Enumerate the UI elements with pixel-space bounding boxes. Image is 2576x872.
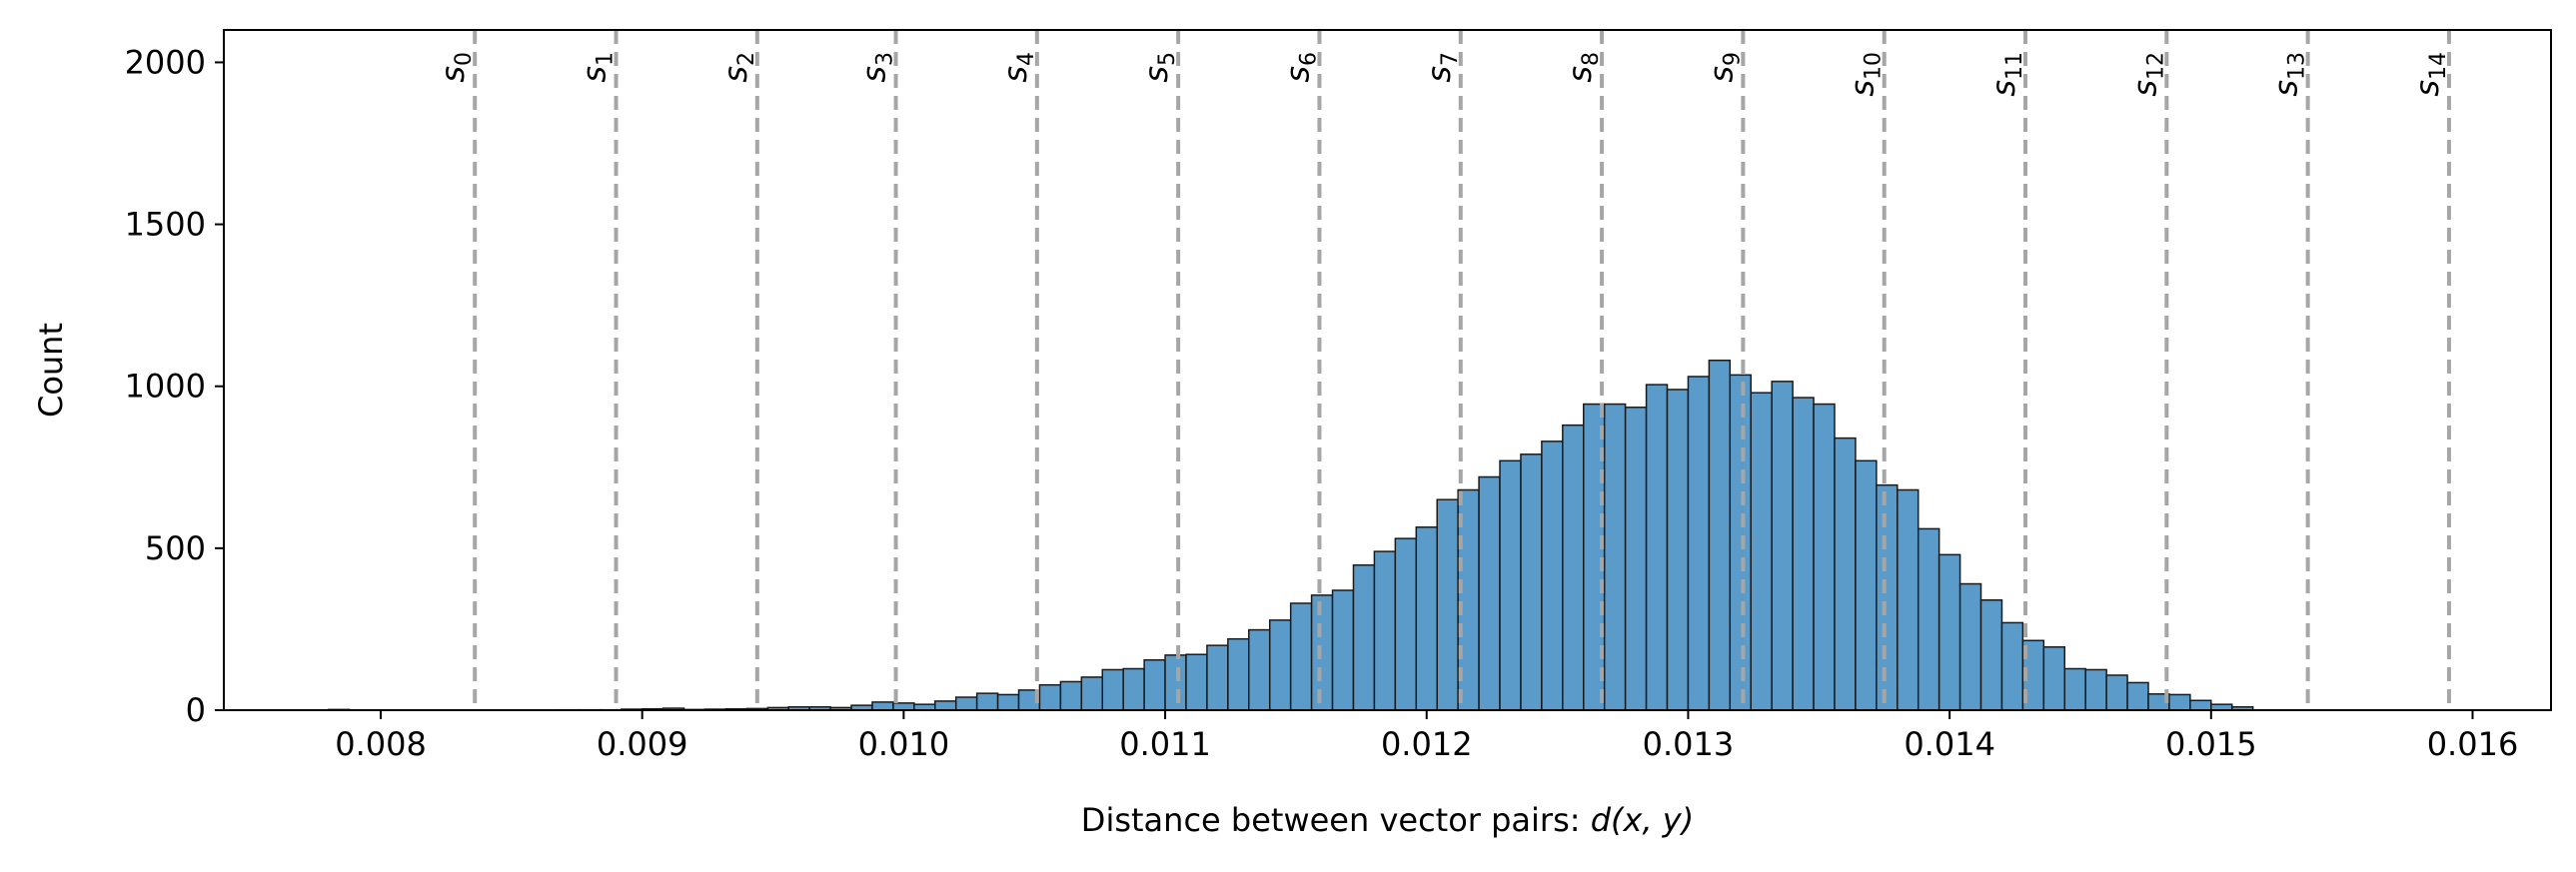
histogram-bar (1813, 403, 1836, 711)
histogram-bar (2126, 681, 2149, 711)
histogram-bar (1917, 527, 1940, 711)
y-tick-label: 500 (145, 529, 206, 567)
histogram-bar (1979, 598, 2003, 711)
reference-line-label: s11 (1984, 52, 2027, 97)
histogram-bar (996, 693, 1020, 711)
histogram-bar (1624, 407, 1648, 711)
x-axis-ticks: 0.008 0.009 0.010 0.011 0.012 0.013 0.014 0.015… (335, 710, 2518, 763)
histogram-bar (1436, 498, 1459, 711)
histogram-bar (1394, 537, 1418, 711)
x-tick-label: 0.010 (858, 725, 950, 763)
x-tick-label: 0.011 (1119, 725, 1211, 763)
histogram-bar (1958, 582, 1982, 711)
reference-line-label: s4 (996, 52, 1039, 83)
reference-line-label: s10 (1844, 52, 1887, 97)
histogram-bar (934, 700, 957, 711)
y-tick-label: 0 (186, 691, 206, 729)
reference-line-label: s12 (2125, 52, 2168, 97)
histogram-bar (1080, 676, 1104, 711)
histogram-bar (1185, 653, 1208, 711)
histogram-bar (1750, 392, 1773, 711)
x-tick-label: 0.015 (2165, 725, 2257, 763)
y-tick-label: 2000 (125, 43, 206, 81)
histogram-bar (1792, 397, 1815, 711)
histogram-bar (1373, 550, 1397, 711)
histogram-bar (1331, 589, 1355, 711)
histogram-bar (2084, 668, 2107, 711)
histogram-bar (1478, 475, 1501, 711)
y-axis-label: Count (32, 323, 70, 418)
histogram-bar (1310, 594, 1334, 711)
histogram-bar (1101, 668, 1124, 711)
histogram-bar (1876, 483, 1899, 711)
histogram-bar (1059, 680, 1083, 711)
plot-area-frame (223, 29, 2552, 711)
histogram-bar (1415, 526, 1438, 711)
histogram-bar (1352, 563, 1376, 711)
histogram-bar (2063, 667, 2086, 711)
reference-lines: s0 s1 s2 s3 s4 s5 s6 s7 s8 s9 s10 s11 s12 s13 s14 (434, 30, 2451, 710)
histogram-bar (1855, 459, 1878, 711)
histogram-bar (1541, 440, 1564, 711)
histogram-bar (2105, 674, 2128, 711)
histogram-bar (1771, 381, 1794, 711)
histogram-bar (1520, 453, 1543, 711)
histogram-bar (1687, 376, 1711, 711)
y-tick-label: 1500 (125, 206, 206, 244)
x-tick-label: 0.013 (1643, 725, 1735, 763)
x-tick-label: 0.012 (1381, 725, 1473, 763)
reference-line-label: s2 (716, 52, 759, 83)
reference-line-label: s14 (2408, 52, 2451, 97)
histogram-bar (975, 692, 999, 711)
histogram-bar (1645, 384, 1669, 711)
histogram-bar (1227, 637, 1250, 711)
histogram-bar (2000, 621, 2024, 711)
histogram-bar (1248, 628, 1271, 711)
histogram-bar (1499, 459, 1522, 711)
histogram-bar (892, 702, 915, 711)
reference-line-label: s8 (1561, 52, 1604, 83)
histogram-bar (1206, 644, 1229, 711)
reference-line-label: s3 (855, 52, 898, 83)
histogram-bar (1708, 360, 1732, 711)
histogram-bar (954, 696, 978, 711)
reference-line-label: s0 (434, 52, 477, 83)
histogram-bar (1268, 619, 1292, 711)
reference-line-label: s13 (2267, 52, 2310, 97)
histogram-bar (2189, 699, 2212, 711)
histogram-bar (1834, 436, 1857, 711)
histogram-bar (2168, 693, 2191, 711)
histogram-bar (1143, 658, 1166, 711)
reference-line-label: s5 (1137, 52, 1180, 83)
histogram-bar (1666, 389, 1690, 711)
reference-line-label: s1 (576, 52, 619, 83)
x-tick-label: 0.009 (597, 725, 688, 763)
histogram-bar (1038, 683, 1062, 711)
reference-line-label: s6 (1278, 52, 1321, 83)
histogram-bar (1289, 602, 1313, 711)
x-tick-label: 0.016 (2427, 725, 2519, 763)
histogram-bar (1897, 488, 1920, 711)
histogram-bar (871, 701, 894, 711)
histogram-bar (1122, 667, 1145, 711)
y-tick-label: 1000 (125, 368, 206, 406)
histogram-bars (327, 360, 2254, 711)
histogram-bar (2042, 646, 2066, 711)
x-axis-label: Distance between vector pairs: d(x, y) (1081, 801, 1694, 839)
x-tick-label: 0.014 (1904, 725, 1995, 763)
histogram-bar (1164, 654, 1187, 711)
histogram-bar (1562, 424, 1585, 711)
histogram-bar (1603, 403, 1627, 711)
y-axis-ticks: 0 500 1000 1500 2000 (125, 43, 224, 729)
histogram-bar (1729, 374, 1752, 711)
reference-line-label: s9 (1702, 52, 1745, 83)
reference-line-label: s7 (1420, 52, 1463, 83)
histogram-bar (1937, 553, 1961, 711)
x-tick-label: 0.008 (335, 725, 427, 763)
